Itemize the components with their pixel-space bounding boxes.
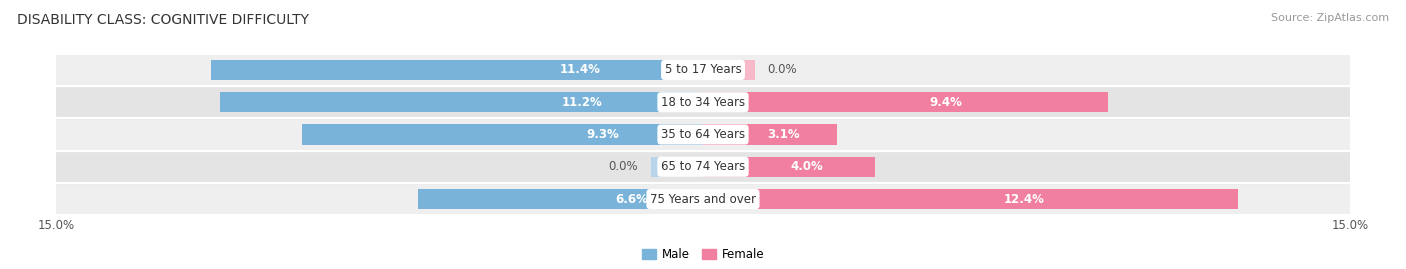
- Text: 9.3%: 9.3%: [586, 128, 619, 141]
- Text: 65 to 74 Years: 65 to 74 Years: [661, 160, 745, 173]
- Text: Source: ZipAtlas.com: Source: ZipAtlas.com: [1271, 13, 1389, 23]
- Bar: [56, 151, 1350, 183]
- Bar: [703, 92, 1108, 112]
- Text: 12.4%: 12.4%: [1004, 193, 1045, 206]
- Text: 0.0%: 0.0%: [609, 160, 638, 173]
- Bar: [703, 125, 837, 144]
- Text: DISABILITY CLASS: COGNITIVE DIFFICULTY: DISABILITY CLASS: COGNITIVE DIFFICULTY: [17, 13, 309, 27]
- Text: 0.0%: 0.0%: [768, 63, 797, 76]
- Text: 4.0%: 4.0%: [790, 160, 823, 173]
- Text: 6.6%: 6.6%: [616, 193, 648, 206]
- Text: 18 to 34 Years: 18 to 34 Years: [661, 96, 745, 109]
- Bar: [703, 157, 876, 177]
- Text: 75 Years and over: 75 Years and over: [650, 193, 756, 206]
- Text: 11.2%: 11.2%: [562, 96, 603, 109]
- Text: 5 to 17 Years: 5 to 17 Years: [665, 63, 741, 76]
- Bar: [419, 189, 703, 209]
- Bar: [56, 86, 1350, 118]
- Text: 11.4%: 11.4%: [560, 63, 600, 76]
- Bar: [703, 60, 755, 80]
- Text: 35 to 64 Years: 35 to 64 Years: [661, 128, 745, 141]
- Bar: [221, 92, 703, 112]
- Legend: Male, Female: Male, Female: [641, 248, 765, 261]
- Text: 3.1%: 3.1%: [766, 128, 800, 141]
- Bar: [56, 54, 1350, 86]
- Bar: [56, 118, 1350, 151]
- Bar: [211, 60, 703, 80]
- Bar: [651, 157, 703, 177]
- Bar: [703, 189, 1237, 209]
- Bar: [56, 183, 1350, 215]
- Bar: [302, 125, 703, 144]
- Text: 9.4%: 9.4%: [929, 96, 963, 109]
